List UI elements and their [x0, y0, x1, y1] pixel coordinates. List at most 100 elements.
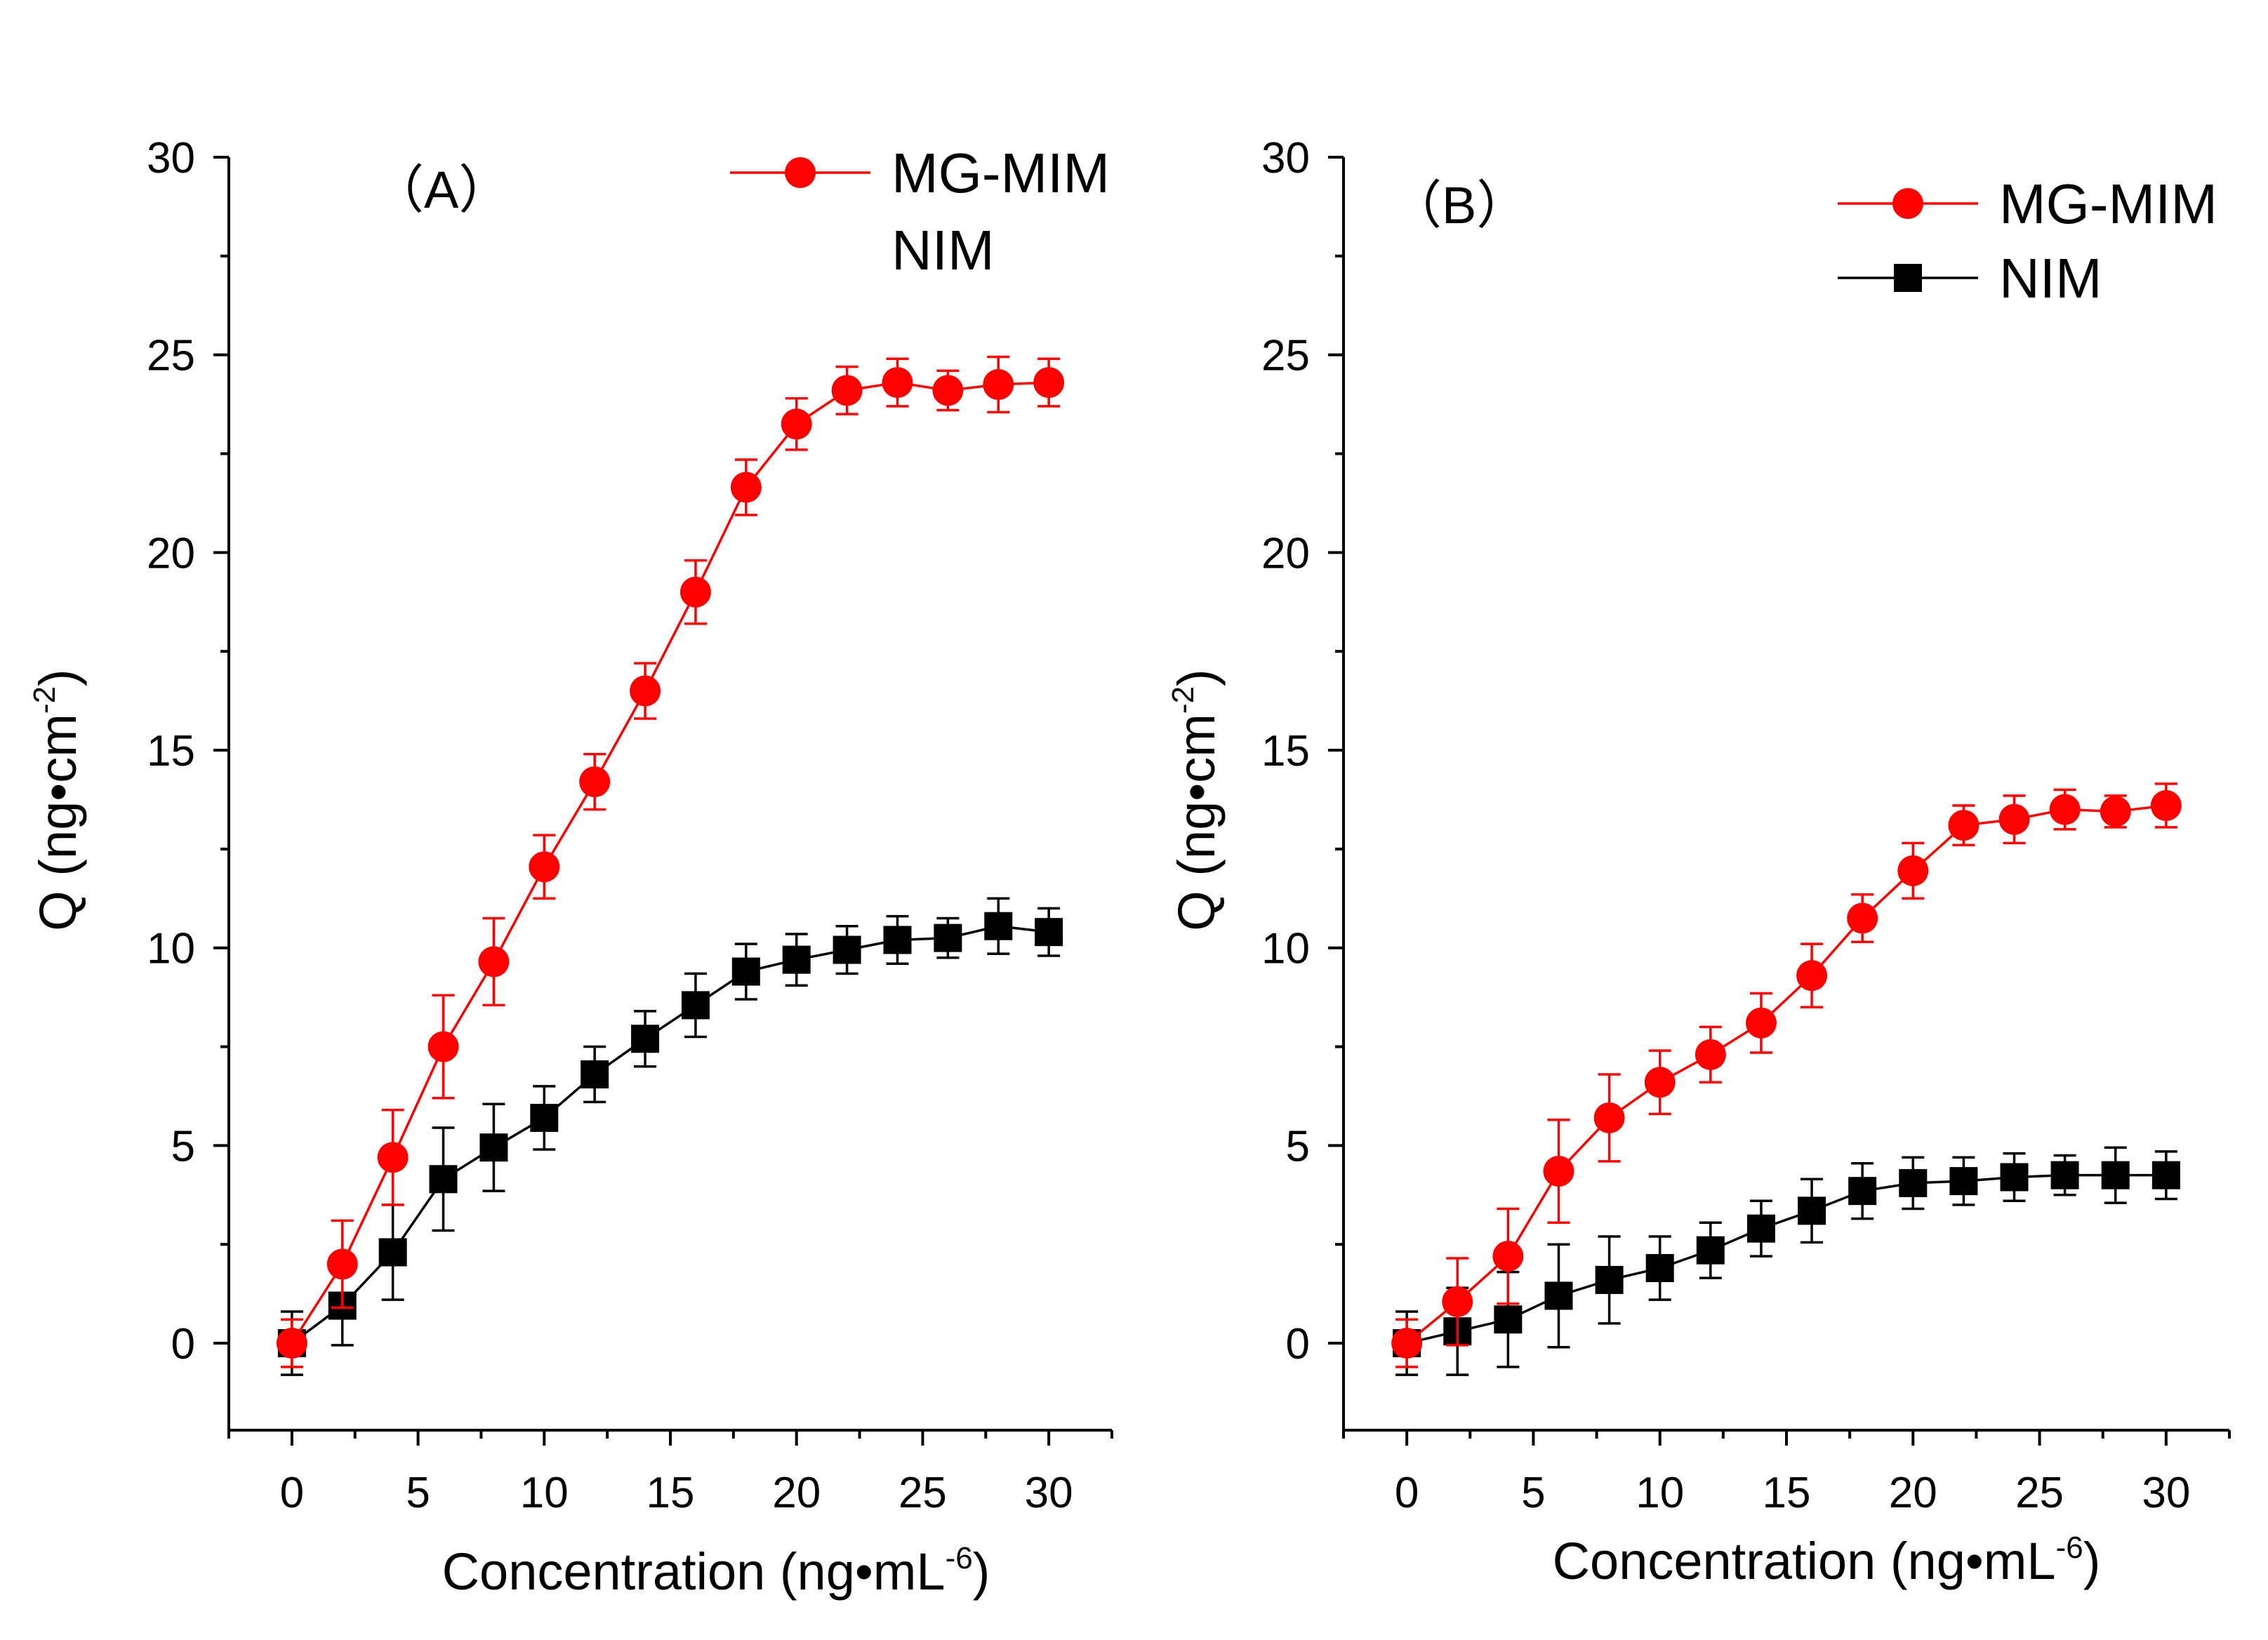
data-point: [2000, 1163, 2029, 1192]
x-title-dot: •: [1965, 1532, 1984, 1590]
x-title-close: ): [973, 1542, 990, 1601]
y-title-close: ): [1167, 669, 1226, 686]
data-point: [1645, 1254, 1674, 1283]
data-point: [1492, 1241, 1524, 1272]
legend: MG-MIM NIM: [1838, 173, 2217, 309]
data-point: [730, 472, 762, 503]
data-point: [378, 1238, 407, 1267]
panel-label: （B）: [1390, 176, 1528, 234]
x-title-dot: •: [855, 1542, 873, 1601]
y-title-unit: cm: [29, 714, 87, 783]
x-tick-label: 5: [406, 1469, 430, 1517]
legend: MG-MIM NIM: [730, 142, 1110, 281]
y-tick-label: 0: [171, 1320, 195, 1368]
y-title-main: Q (ng: [1167, 801, 1226, 931]
data-point: [1848, 1177, 1877, 1206]
data-point: [1948, 810, 1979, 841]
data-point: [1644, 1067, 1676, 1098]
data-point: [326, 1248, 358, 1280]
legend-marker: [1894, 264, 1922, 292]
data-point: [479, 1133, 508, 1162]
y-tick-label: 25: [1261, 332, 1310, 380]
x-tick-label: 0: [1395, 1469, 1419, 1517]
y-title-dot: •: [1167, 783, 1226, 801]
data-point: [883, 926, 912, 954]
x-tick-label: 30: [2142, 1469, 2190, 1517]
data-point: [1998, 804, 2030, 835]
y-title-close: ): [29, 669, 87, 686]
data-point: [882, 367, 913, 399]
panel-label: （A）: [372, 161, 510, 219]
y-axis-title: Q (ng•cm-2): [1166, 669, 1226, 931]
data-point: [2050, 1161, 2079, 1189]
y-tick-label: 15: [1261, 727, 1310, 775]
data-point: [1798, 1196, 1826, 1225]
data-point: [1897, 855, 1929, 886]
data-point: [429, 1165, 458, 1194]
data-point: [934, 924, 962, 952]
legend-marker: [785, 157, 816, 188]
data-point: [983, 368, 1014, 400]
x-tick-label: 20: [1889, 1469, 1937, 1517]
series-mg-mim: [1391, 782, 2182, 1368]
y-tick-label: 10: [1261, 925, 1310, 973]
data-point: [781, 408, 812, 440]
data-point: [1442, 1286, 1473, 1317]
y-tick-label: 5: [1286, 1122, 1310, 1171]
data-point: [932, 375, 964, 406]
data-point: [984, 912, 1013, 940]
legend-label: MG-MIM: [1999, 173, 2217, 235]
x-tick-label: 10: [1636, 1469, 1684, 1517]
legend-label: NIM: [891, 219, 995, 281]
data-point: [1593, 1102, 1625, 1133]
y-tick-label: 0: [1286, 1320, 1310, 1368]
data-point: [831, 375, 863, 406]
x-title-unit: mL: [873, 1542, 946, 1601]
data-point: [630, 675, 661, 707]
series-nim: [277, 897, 1063, 1376]
y-tick-label: 20: [1261, 529, 1310, 578]
data-point: [530, 1103, 559, 1132]
series-mg-mim: [276, 355, 1065, 1368]
y-title-sup: -2: [1166, 686, 1200, 714]
x-tick-label: 25: [898, 1469, 947, 1517]
x-tick-label: 10: [520, 1469, 569, 1517]
x-tick-label: 5: [1521, 1469, 1545, 1517]
legend-marker: [1892, 188, 1923, 219]
data-point: [631, 1025, 660, 1053]
x-title-main: Concentration (ng: [442, 1542, 855, 1601]
y-title-main: Q (ng: [29, 801, 87, 931]
data-point: [2150, 789, 2182, 821]
y-tick-label: 30: [147, 134, 195, 182]
data-point: [1796, 960, 1828, 992]
data-point: [1033, 367, 1065, 399]
x-axis-title: Concentration (ng•mL-6): [1553, 1531, 2101, 1590]
data-point: [833, 935, 861, 964]
data-point: [478, 946, 510, 978]
x-title-sup: -6: [946, 1541, 973, 1575]
x-tick-label: 15: [1763, 1469, 1811, 1517]
x-tick-label: 30: [1025, 1469, 1073, 1517]
data-point: [1847, 902, 1878, 934]
y-tick-label: 25: [147, 332, 195, 380]
x-tick-label: 20: [772, 1469, 821, 1517]
y-tick-label: 5: [171, 1122, 195, 1171]
series-line: [1406, 804, 2167, 1345]
data-point: [1696, 1236, 1725, 1265]
data-point: [1035, 918, 1063, 947]
x-title-sup: -6: [2056, 1531, 2083, 1565]
data-point: [2151, 1161, 2180, 1189]
data-point: [1746, 1214, 1775, 1243]
data-point: [377, 1142, 409, 1173]
x-tick-label: 0: [280, 1469, 304, 1517]
data-point: [731, 957, 760, 986]
y-tick-label: 30: [1261, 134, 1310, 182]
legend-label: NIM: [1999, 247, 2102, 309]
data-point: [782, 945, 811, 974]
data-point: [1899, 1168, 1928, 1197]
series-line: [1406, 1173, 2166, 1345]
data-point: [1949, 1167, 1978, 1196]
